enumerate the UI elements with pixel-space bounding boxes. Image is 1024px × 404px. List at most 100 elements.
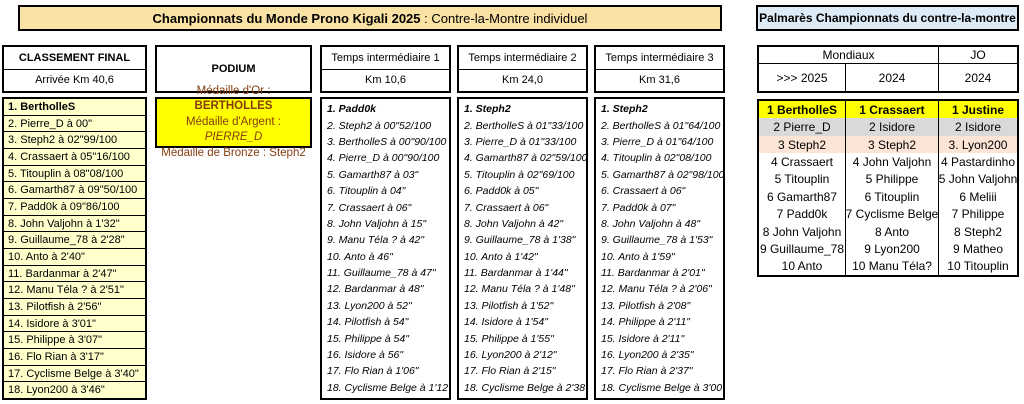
final-rank-cell[interactable]: 8. John Valjohn à 1'32" — [4, 216, 145, 233]
ti2-rank-cell[interactable]: 9. Guillaume_78 à 1'38" — [464, 234, 576, 247]
palmares-cell[interactable]: 10 Anto — [759, 257, 846, 276]
palmares-cell[interactable]: 3. Lyon200 — [948, 137, 1008, 152]
palmares-cell[interactable]: 6 Meliii — [959, 189, 997, 204]
ti3-rank-cell[interactable]: 7. Padd0k à 07" — [601, 201, 676, 214]
final-rank-cell[interactable]: 3. Steph2 à 02"99/100 — [4, 132, 145, 150]
ti3-rank-cell[interactable]: 10. Anto à 1'59" — [601, 250, 675, 263]
ti2-rank-cell[interactable]: 3. Pierre_D à 01"33/100 — [464, 135, 577, 148]
palmares-cell[interactable]: 4 Pastardinho — [940, 154, 1016, 169]
ti1-rank-cell[interactable]: 8. John Valjohn à 15" — [327, 217, 427, 230]
ti1-rank-cell[interactable]: 12. Bardanmar à 48" — [327, 283, 424, 296]
podium-box[interactable]: Médaille d'Or : BERTHOLLES Médaille d'Ar… — [155, 85, 312, 159]
ti2-rank-cell[interactable]: 18. Cyclisme Belge à 2'38" — [464, 381, 586, 394]
palmares-cell[interactable]: 2 Isidore — [846, 118, 939, 136]
ti1-rank-cell[interactable]: 5. Gamarth87 à 03" — [327, 168, 419, 181]
palmares-cell[interactable]: 9 Guillaume_78 — [759, 240, 846, 258]
final-rank-cell[interactable]: 15. Philippe à 3'07" — [4, 332, 145, 350]
palmares-cell[interactable]: 5 Philippe — [846, 170, 939, 189]
palmares-group-mondiaux[interactable]: Mondiaux — [759, 47, 939, 64]
ti2-rank-cell[interactable]: 1. Steph2 — [464, 103, 511, 116]
palmares-cell[interactable]: 7 Cyclisme Belge — [846, 205, 939, 223]
ti1-rank-cell[interactable]: 10. Anto à 46" — [327, 250, 393, 263]
palmares-row[interactable]: 1 BertholleS 1 Crassaert 1 Justine — [759, 101, 1017, 119]
ti3-rank-cell[interactable]: 18. Cyclisme Belge à 3'00" — [601, 381, 723, 394]
ti1-rank-cell[interactable]: 4. Pierre_D à 00"90/100 — [327, 152, 440, 165]
ti3-rank-cell[interactable]: 3. Pierre_D à 01"64/100 — [601, 135, 714, 148]
final-rank-cell[interactable]: 9. Guillaume_78 à 2'28" — [4, 232, 145, 250]
final-rank-cell[interactable]: 18. Lyon200 à 3'46" — [8, 384, 105, 397]
ti3-rank-cell[interactable]: 8. John Valjohn à 48" — [601, 217, 701, 230]
ti3-rank-cell[interactable]: 4. Titouplin à 02"08/100 — [601, 152, 712, 165]
ti2-column-header[interactable]: Temps intermédiaire 2 Km 24,0 — [457, 45, 588, 93]
ti3-column-header[interactable]: Temps intermédiaire 3 Km 31,6 — [594, 45, 725, 93]
ti2-rank-cell[interactable]: 7. Crassaert à 06" — [464, 201, 549, 214]
ti2-rank-cell[interactable]: 13. Pilotfish à 1'52" — [464, 299, 554, 312]
ti1-rank-cell[interactable]: 2. Steph2 à 00"52/100 — [327, 119, 432, 132]
ti1-rank-cell[interactable]: 9. Manu Téla ? à 42" — [327, 234, 425, 247]
final-rank-cell[interactable]: 17. Cyclisme Belge à 3'40" — [4, 366, 145, 383]
palmares-cell[interactable]: 8 John Valjohn — [759, 222, 846, 241]
ti2-rank-cell[interactable]: 14. Isidore à 1'54" — [464, 316, 548, 329]
ti1-rank-cell[interactable]: 1. Padd0k — [327, 103, 377, 116]
ti3-rank-cell[interactable]: 15. Isidore à 2'11" — [601, 332, 685, 345]
palmares-cell[interactable]: 1 BertholleS — [759, 101, 846, 119]
palmares-cell[interactable]: 4 John Valjohn — [846, 153, 939, 171]
palmares-cell[interactable]: 10 Titouplin — [947, 259, 1009, 274]
ti1-rank-cell[interactable]: 14. Pilotfish à 54" — [327, 316, 409, 329]
palmares-cell[interactable]: 5 Titouplin — [759, 170, 846, 189]
ti2-rank-cell[interactable]: 5. Titouplin à 02"69/100 — [464, 168, 575, 181]
final-rank-cell[interactable]: 7. Padd0k à 09"86/100 — [4, 199, 145, 216]
ti1-rank-cell[interactable]: 16. Isidore à 56" — [327, 349, 404, 362]
ti1-rank-cell[interactable]: 17. Flo Rian à 1'06" — [327, 365, 419, 378]
ti2-rank-cell[interactable]: 6. Padd0k à 05" — [464, 185, 539, 198]
palmares-cell[interactable]: 9 Lyon200 — [846, 240, 939, 258]
palmares-year-2024-jo[interactable]: 2024 — [964, 70, 992, 85]
palmares-cell[interactable]: 8 Anto — [846, 222, 939, 241]
palmares-row[interactable]: 7 Padd0k 7 Cyclisme Belge 7 Philippe — [759, 205, 1017, 223]
ti1-rank-cell[interactable]: 18. Cyclisme Belge à 1'12" — [327, 381, 449, 394]
palmares-row[interactable]: 9 Guillaume_78 9 Lyon200 9 Matheo — [759, 240, 1017, 258]
palmares-cell[interactable]: 10 Manu Téla? — [846, 257, 939, 276]
palmares-cell[interactable]: 9 Matheo — [952, 241, 1004, 256]
ti3-rank-cell[interactable]: 13. Pilotfish à 2'08" — [601, 299, 691, 312]
ti2-rank-cell[interactable]: 4. Gamarth87 à 02"59/100 — [464, 152, 586, 165]
final-rank-cell[interactable]: 10. Anto à 2'40" — [4, 249, 145, 266]
final-rank-cell[interactable]: 6. Gamarth87 à 09"50/100 — [4, 182, 145, 200]
palmares-cell[interactable]: 2 Isidore — [954, 120, 1002, 135]
ti3-rank-cell[interactable]: 11. Bardanmar à 2'01" — [601, 267, 705, 280]
ti2-rank-cell[interactable]: 15. Philippe à 1'55" — [464, 332, 554, 345]
palmares-row[interactable]: 10 Anto 10 Manu Téla? 10 Titouplin — [759, 257, 1017, 276]
final-rank-cell[interactable]: 1. BertholleS — [4, 99, 145, 116]
ti3-rank-cell[interactable]: 6. Crassaert à 06" — [601, 185, 686, 198]
ti1-rank-cell[interactable]: 7. Crassaert à 06" — [327, 201, 412, 214]
ti3-rank-cell[interactable]: 16. Lyon200 à 2'35" — [601, 349, 694, 362]
palmares-year-2024-mondiaux[interactable]: 2024 — [846, 64, 939, 91]
ti3-rank-cell[interactable]: 17. Flo Rian à 2'37" — [601, 365, 693, 378]
ti2-rank-cell[interactable]: 10. Anto à 1'42" — [464, 250, 538, 263]
palmares-cell[interactable]: 5 John Valjohn — [939, 172, 1017, 187]
ti2-rank-cell[interactable]: 12. Manu Téla ? à 1'48" — [464, 283, 575, 296]
palmares-cell[interactable]: 7 Padd0k — [759, 205, 846, 223]
palmares-row[interactable]: 4 Crassaert 4 John Valjohn 4 Pastardinho — [759, 153, 1017, 171]
ti1-rank-cell[interactable]: 11. Guillaume_78 à 47" — [327, 267, 436, 280]
podium-header[interactable]: PODIUM — [155, 45, 312, 93]
ti3-rank-cell[interactable]: 2. BertholleS à 01"64/100 — [601, 119, 721, 132]
palmares-cell[interactable]: 6 Gamarth87 — [759, 188, 846, 206]
ti2-rank-cell[interactable]: 2. BertholleS à 01"33/100 — [464, 119, 584, 132]
palmares-cell[interactable]: 7 Philippe — [951, 207, 1005, 222]
ti2-rank-cell[interactable]: 11. Bardanmar à 1'44" — [464, 267, 568, 280]
palmares-cell[interactable]: 1 Crassaert — [846, 101, 939, 119]
ti1-rank-cell[interactable]: 6. Titouplin à 04" — [327, 185, 406, 198]
palmares-row[interactable]: 8 John Valjohn 8 Anto 8 Steph2 — [759, 222, 1017, 241]
final-rank-cell[interactable]: 12. Manu Téla ? à 2'51" — [4, 282, 145, 300]
palmares-cell[interactable]: 3 Steph2 — [759, 135, 846, 154]
palmares-cell[interactable]: 8 Steph2 — [953, 224, 1003, 239]
ti3-rank-cell[interactable]: 12. Manu Téla ? à 2'06" — [601, 283, 712, 296]
ti3-rank-cell[interactable]: 1. Steph2 — [601, 103, 648, 116]
palmares-cell[interactable]: 1 Justine — [951, 102, 1005, 117]
palmares-cell[interactable]: 4 Crassaert — [759, 153, 846, 171]
ti3-rank-cell[interactable]: 5. Gamarth87 à 02"98/100 — [601, 168, 723, 181]
ti1-rank-cell[interactable]: 3. BertholleS à 00"90/100 — [327, 135, 447, 148]
final-rank-cell[interactable]: 14. Isidore à 3'01" — [4, 316, 145, 333]
palmares-row[interactable]: 3 Steph2 3 Steph2 3. Lyon200 — [759, 135, 1017, 154]
